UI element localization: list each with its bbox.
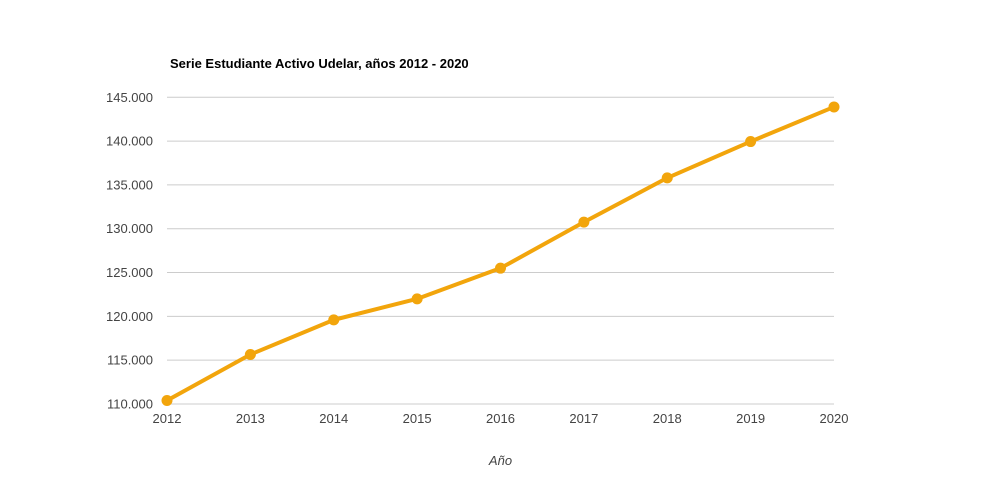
y-tick-label: 125.000 (106, 265, 153, 280)
y-tick-label: 140.000 (106, 134, 153, 149)
x-tick-label: 2018 (653, 411, 682, 426)
x-tick-label: 2016 (486, 411, 515, 426)
y-tick-label: 115.000 (107, 353, 153, 368)
x-tick-label: 2020 (820, 411, 849, 426)
x-tick-label: 2015 (403, 411, 432, 426)
data-point[interactable] (661, 172, 673, 184)
x-tick-label: 2012 (153, 411, 182, 426)
data-point[interactable] (328, 314, 340, 326)
data-point[interactable] (745, 136, 757, 148)
data-point[interactable] (578, 216, 590, 228)
y-tick-label: 135.000 (106, 177, 153, 192)
data-point[interactable] (161, 394, 173, 406)
x-axis-title: Año (488, 453, 513, 468)
x-tick-label: 2017 (569, 411, 598, 426)
chart-title: Serie Estudiante Activo Udelar, años 201… (170, 56, 469, 71)
y-tick-label: 120.000 (106, 309, 153, 324)
y-tick-label: 130.000 (106, 221, 153, 236)
y-tick-label: 145.000 (106, 90, 153, 105)
y-tick-label: 110.000 (107, 397, 153, 412)
data-point[interactable] (411, 293, 423, 305)
data-point[interactable] (828, 101, 840, 113)
x-tick-label: 2013 (236, 411, 265, 426)
data-point[interactable] (244, 348, 256, 360)
data-point[interactable] (495, 262, 506, 274)
data-line (165, 104, 836, 403)
x-tick-label: 2014 (319, 411, 348, 426)
x-tick-label: 2019 (736, 411, 765, 426)
